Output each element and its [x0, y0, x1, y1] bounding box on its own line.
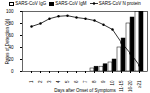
html-text:SARS-CoV IgM: SARS-CoV IgM	[55, 1, 87, 6]
svg-text:6: 6	[74, 80, 79, 83]
svg-text:20: 20	[8, 56, 14, 62]
svg-text:11-15: 11-15	[119, 80, 124, 92]
svg-text:7: 7	[83, 80, 88, 83]
svg-text:Days after Onset of Symptoms: Days after Onset of Symptoms	[54, 88, 116, 93]
svg-text:Rates of Detection (%): Rates of Detection (%)	[5, 18, 10, 64]
html-text:SARS-CoV IgG: SARS-CoV IgG	[15, 1, 47, 6]
svg-text:40: 40	[8, 44, 14, 50]
svg-text:8: 8	[92, 80, 97, 83]
svg-text:2: 2	[38, 80, 43, 83]
svg-text:80: 80	[8, 20, 14, 26]
svg-text:3: 3	[47, 80, 52, 83]
svg-text:100: 100	[6, 9, 14, 14]
svg-text:1: 1	[29, 80, 34, 83]
svg-text:9: 9	[101, 80, 106, 83]
svg-text:0: 0	[11, 69, 14, 74]
svg-text:10: 10	[110, 80, 115, 86]
svg-text:60: 60	[8, 32, 14, 38]
svg-text:4: 4	[56, 80, 61, 83]
svg-text:16-20: 16-20	[128, 80, 133, 92]
svg-text:≥21: ≥21	[137, 80, 142, 88]
svg-text:5: 5	[65, 80, 70, 83]
html-text:SARS-CoV N protein: SARS-CoV N protein	[98, 1, 141, 6]
